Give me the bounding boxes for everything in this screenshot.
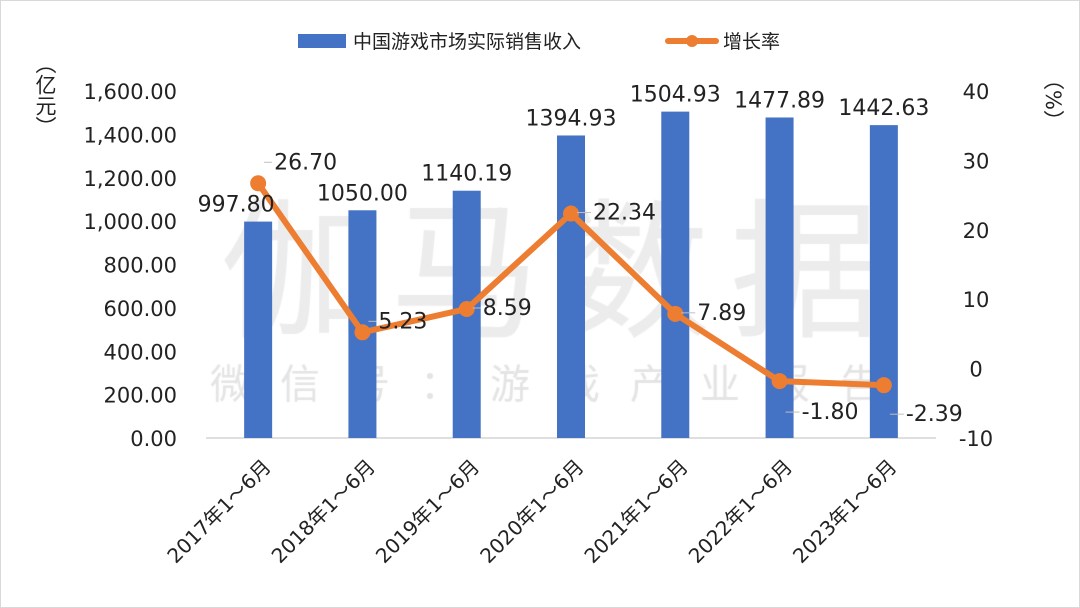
x-tick-label: 2018年1～6月 xyxy=(267,455,380,568)
y-left-tick-label: 0.00 xyxy=(130,427,177,451)
growth-marker xyxy=(875,377,892,394)
bar xyxy=(348,210,377,438)
y-left-tick-label: 1,600.00 xyxy=(83,80,177,104)
y-left-title: （亿元） xyxy=(33,53,57,137)
y-right-title: （%） xyxy=(1041,69,1065,131)
growth-marker xyxy=(458,300,475,317)
line-data-label: 8.59 xyxy=(483,296,532,321)
growth-marker xyxy=(250,175,267,192)
growth-marker xyxy=(771,373,788,390)
x-tick-label: 2022年1～6月 xyxy=(684,455,797,568)
line-data-label: 26.70 xyxy=(274,150,337,175)
y-right-tick-label: 0 xyxy=(969,358,982,382)
line-data-label: 7.89 xyxy=(697,301,746,326)
line-data-label: -1.80 xyxy=(802,400,859,425)
y-left-tick-label: 800.00 xyxy=(104,254,177,278)
x-tick-label: 2019年1～6月 xyxy=(371,455,484,568)
growth-line xyxy=(250,175,892,394)
x-tick-label: 2023年1～6月 xyxy=(788,455,901,568)
y-left-tick-label: 600.00 xyxy=(104,297,177,321)
bar-data-label: 997.80 xyxy=(198,193,275,218)
bar-data-label: 1140.19 xyxy=(421,162,512,187)
growth-marker xyxy=(563,205,579,222)
legend-label-line: 增长率 xyxy=(723,31,780,53)
y-right-tick-label: 30 xyxy=(963,149,990,173)
bars xyxy=(244,111,898,439)
bar xyxy=(557,135,585,439)
y-right-tick-label: 40 xyxy=(963,80,990,104)
y-right-tick-label: -10 xyxy=(959,427,993,451)
y-left-tick-label: 1,200.00 xyxy=(83,167,177,191)
x-tick-label: 2017年1～6月 xyxy=(162,455,275,568)
legend: 中国游戏市场实际销售收入 增长率 xyxy=(298,31,780,53)
bar xyxy=(765,117,794,438)
y-left-tick-label: 1,400.00 xyxy=(83,123,177,147)
line-data-label: 5.23 xyxy=(378,309,427,334)
y-left-tick-label: 200.00 xyxy=(104,384,177,408)
bar-data-label: 1442.63 xyxy=(838,96,929,121)
bar-data-label: 1504.93 xyxy=(630,83,721,108)
data-labels: 997.80 1050.00 1140.19 1394.93 1504.93 1477.8… xyxy=(198,83,963,428)
legend-label-bar: 中国游戏市场实际销售收入 xyxy=(353,31,581,53)
line-data-label: -2.39 xyxy=(906,402,963,427)
legend-swatch-marker xyxy=(686,35,698,47)
growth-marker xyxy=(667,305,684,322)
x-tick-label: 2021年1～6月 xyxy=(579,455,692,568)
line-data-label: 22.34 xyxy=(593,201,656,226)
bar xyxy=(244,221,273,438)
y-right-tick-label: 20 xyxy=(963,219,990,243)
bar-data-label: 1477.89 xyxy=(734,88,825,113)
bar-data-label: 1050.00 xyxy=(317,181,408,206)
x-tick-label: 2020年1～6月 xyxy=(475,455,588,568)
growth-marker xyxy=(354,324,371,341)
bar-data-label: 1394.93 xyxy=(526,106,617,131)
bar xyxy=(661,111,690,438)
y-left-tick-label: 1,000.00 xyxy=(83,210,177,234)
legend-swatch-bar xyxy=(298,34,346,48)
y-left-tick-label: 400.00 xyxy=(104,340,177,364)
y-right-tick-label: 10 xyxy=(963,288,990,312)
